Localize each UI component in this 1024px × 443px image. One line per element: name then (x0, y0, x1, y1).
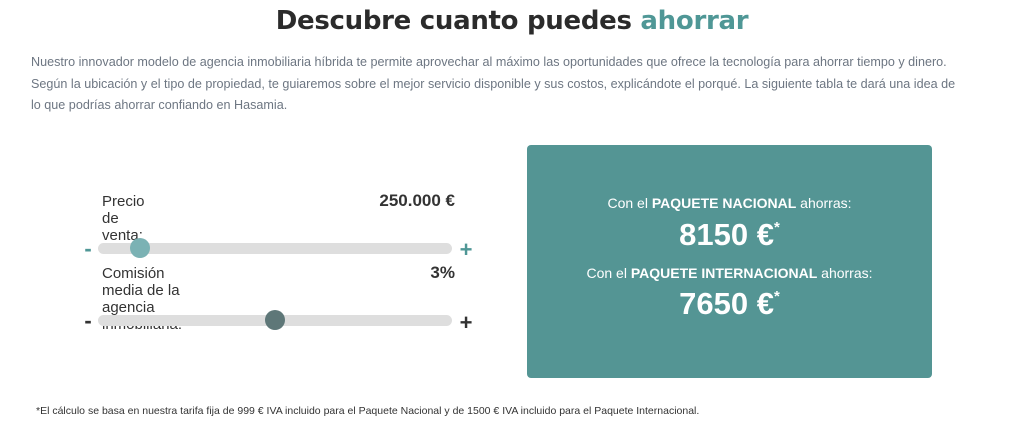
international-package-name: PAQUETE INTERNACIONAL (630, 265, 818, 281)
international-asterisk: * (773, 288, 780, 305)
commission-decrease-button[interactable]: - (84, 308, 92, 333)
price-slider-track[interactable] (98, 243, 452, 254)
title-main: Descubre cuanto puedes (275, 6, 632, 36)
price-label: Precio de venta: (102, 193, 145, 244)
intro-paragraph: Nuestro innovador modelo de agencia inmo… (31, 55, 956, 112)
commission-value: 3% (430, 263, 455, 282)
international-savings-amount: 7650 €* (527, 286, 932, 322)
national-savings-label: Con el PAQUETE NACIONAL ahorras: (527, 195, 932, 211)
international-suffix: ahorras: (817, 265, 873, 281)
international-prefix: Con el (586, 265, 631, 281)
price-increase-button[interactable]: + (459, 237, 473, 262)
title-accent: ahorrar (640, 6, 749, 36)
commission-increase-button[interactable]: + (459, 310, 473, 335)
national-prefix: Con el (607, 195, 652, 211)
commission-slider-handle[interactable] (265, 310, 285, 330)
price-decrease-button[interactable]: - (84, 236, 92, 261)
national-suffix: ahorras: (796, 195, 852, 211)
international-savings-label: Con el PAQUETE INTERNACIONAL ahorras: (527, 265, 932, 281)
national-asterisk: * (773, 219, 780, 236)
price-slider-handle[interactable] (130, 238, 151, 258)
international-amount-value: 7650 € (679, 286, 774, 321)
page-title: Descubre cuanto puedes ahorrar (0, 6, 1024, 36)
footnote: *El cálculo se basa en nuestra tarifa fi… (36, 405, 700, 417)
national-amount-value: 8150 € (679, 217, 774, 252)
national-package-name: PAQUETE NACIONAL (651, 195, 797, 211)
savings-results-panel: Con el PAQUETE NACIONAL ahorras: 8150 €*… (527, 145, 932, 378)
price-value: 250.000 € (379, 191, 455, 210)
national-savings-amount: 8150 €* (527, 217, 932, 253)
